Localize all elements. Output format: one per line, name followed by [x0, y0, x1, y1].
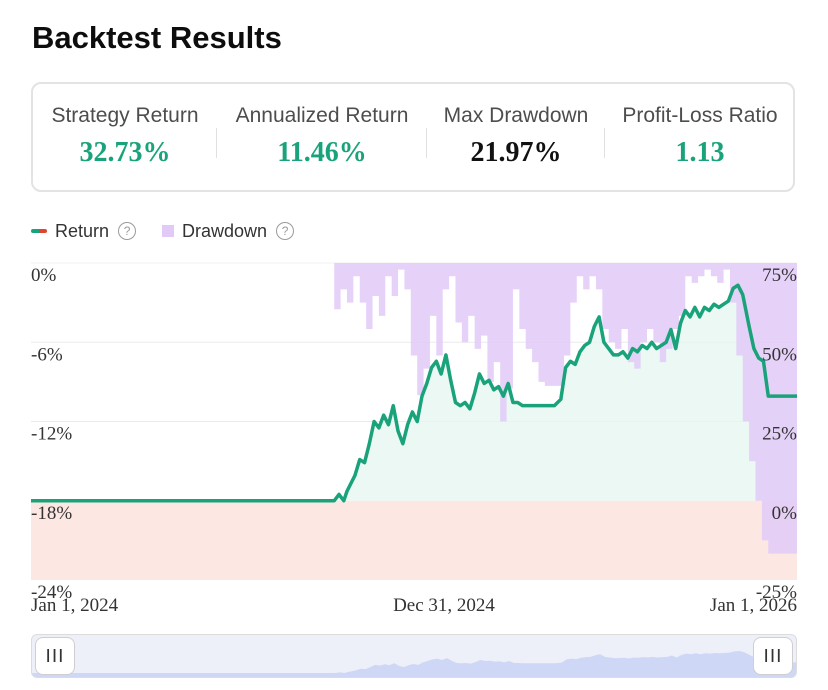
y-left-tick-label: -18%	[31, 503, 72, 524]
stat-value: 11.46%	[277, 137, 367, 168]
drawdown-area	[31, 263, 797, 554]
backtest-chart[interactable]: 0%-6%-12%-18%-24%75%50%25%0%-25%Jan 1, 2…	[0, 0, 828, 620]
y-right-tick-label: -25%	[756, 582, 797, 603]
y-right-tick-label: 75%	[762, 265, 797, 286]
y-left-tick-label: 0%	[31, 265, 57, 286]
stat-divider	[426, 128, 427, 158]
range-slider[interactable]: III III	[31, 634, 797, 678]
x-tick-label: Dec 31, 2024	[393, 595, 495, 616]
negative-region	[31, 500, 797, 580]
help-icon[interactable]: ?	[276, 222, 295, 240]
return-swatch	[31, 229, 47, 233]
slider-right-handle[interactable]: III	[753, 637, 793, 675]
stat-value: 1.13	[675, 137, 725, 168]
x-tick-label: Jan 1, 2026	[710, 595, 797, 616]
legend-return-label: Return	[55, 220, 110, 241]
slider-series-area	[32, 651, 796, 677]
stat-profit-loss-ratio: Profit-Loss Ratio 1.13	[605, 84, 795, 190]
slider-preview	[32, 651, 796, 677]
legend-item-drawdown[interactable]: Drawdown ?	[162, 220, 295, 242]
chart-legend: Return ? Drawdown ?	[31, 219, 320, 243]
stat-divider	[216, 128, 217, 158]
x-tick-label: Jan 1, 2024	[31, 595, 119, 616]
stat-strategy-return: Strategy Return 32.73%	[33, 84, 217, 190]
stats-panel: Strategy Return 32.73% Annualized Return…	[31, 82, 795, 192]
y-right-tick-label: 50%	[762, 344, 797, 365]
stat-value: 21.97%	[470, 137, 562, 168]
page-title: Backtest Results	[32, 20, 282, 55]
drawdown-swatch	[162, 225, 175, 237]
return-line	[31, 283, 797, 503]
legend-drawdown-label: Drawdown	[182, 220, 268, 241]
y-left-tick-label: -12%	[31, 424, 72, 445]
stat-label: Annualized Return	[235, 104, 409, 127]
y-right-tick-label: 0%	[772, 503, 798, 524]
legend-item-return[interactable]: Return ?	[31, 220, 137, 242]
stat-max-drawdown: Max Drawdown 21.97%	[427, 84, 605, 190]
help-icon[interactable]: ?	[118, 222, 137, 240]
stat-divider	[604, 128, 605, 158]
stat-label: Strategy Return	[51, 104, 199, 127]
y-left-tick-label: -6%	[31, 344, 63, 365]
y-right-tick-label: 25%	[762, 424, 797, 445]
stat-annualized-return: Annualized Return 11.46%	[217, 84, 427, 190]
stat-label: Max Drawdown	[443, 104, 589, 127]
stat-label: Profit-Loss Ratio	[622, 104, 778, 127]
y-left-tick-label: -24%	[31, 582, 72, 603]
stat-value: 32.73%	[79, 137, 171, 168]
slider-left-handle[interactable]: III	[35, 637, 75, 675]
return-area	[31, 285, 797, 501]
